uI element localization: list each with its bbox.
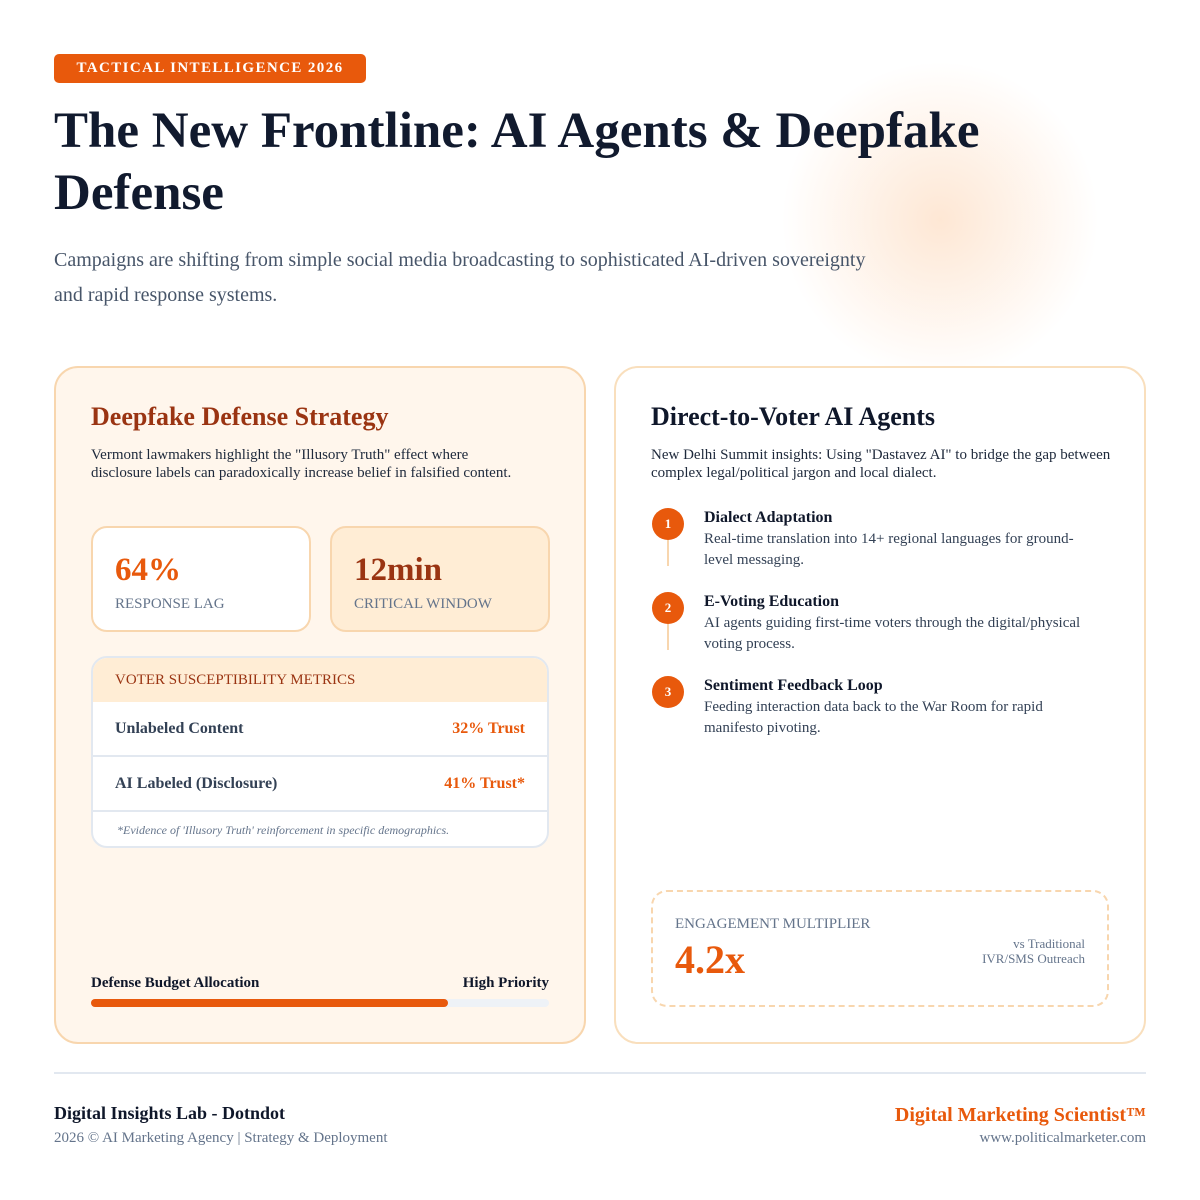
step-text: AI agents guiding first-time voters thro… (704, 615, 1081, 652)
step-text: Real-time translation into 14+ regional … (704, 531, 1074, 568)
subtitle: Campaigns are shifting from simple socia… (54, 249, 866, 306)
footer-url: www.politicalmarketer.com (979, 1130, 1146, 1146)
budget-fill (91, 999, 449, 1007)
footer-brand: Digital Marketing Scientist™ (894, 1104, 1146, 1126)
step-text: Feeding interaction data back to the War… (704, 699, 1043, 736)
stat-card: 64% RESPONSE LAG (91, 526, 311, 632)
budget-track (91, 999, 549, 1007)
stat-card: 12min CRITICAL WINDOW (330, 526, 550, 632)
step-number: 3 (652, 676, 684, 708)
card-title: Direct-to-Voter AI Agents (651, 402, 936, 431)
right-card (614, 366, 1146, 1044)
card-description: New Delhi Summit insights: Using "Dastav… (651, 447, 1111, 481)
table-row: Unlabeled Content 32% Trust (93, 702, 547, 757)
engagement-label: ENGAGEMENT MULTIPLIER (675, 916, 871, 932)
engagement-value: 4.2x (675, 937, 745, 982)
note-line: vs Traditional (1013, 936, 1085, 951)
stat-label: CRITICAL WINDOW (354, 596, 492, 612)
metrics-table: VOTER SUSCEPTIBILITY METRICS Unlabeled C… (91, 656, 549, 848)
card-description: Vermont lawmakers highlight the "Illusor… (91, 447, 512, 481)
step-number: 1 (652, 508, 684, 540)
footer-org: Digital Insights Lab - Dotndot (54, 1103, 286, 1123)
budget-status: High Priority (462, 975, 549, 991)
card-title: Deepfake Defense Strategy (91, 402, 389, 431)
step-connector (667, 540, 669, 566)
metric-name: Unlabeled Content (115, 719, 244, 737)
budget-label: Defense Budget Allocation (91, 975, 260, 991)
note-line: IVR/SMS Outreach (982, 951, 1085, 966)
step-title: E-Voting Education (704, 593, 839, 610)
engagement-note: vs Traditional IVR/SMS Outreach (982, 936, 1085, 966)
footer-divider (54, 1072, 1146, 1074)
badge: TACTICAL INTELLIGENCE 2026 (54, 54, 366, 83)
footer-copyright: 2026 © AI Marketing Agency | Strategy & … (54, 1130, 388, 1146)
stat-value: 64% (115, 552, 181, 588)
step-title: Dialect Adaptation (704, 509, 833, 526)
stat-label: RESPONSE LAG (115, 596, 225, 612)
step-number: 2 (652, 592, 684, 624)
step-title: Sentiment Feedback Loop (704, 677, 883, 694)
engagement-box: ENGAGEMENT MULTIPLIER 4.2x vs Traditiona… (651, 890, 1109, 1007)
table-row: AI Labeled (Disclosure) 41% Trust* (93, 757, 547, 812)
metric-value: 41% Trust* (444, 774, 525, 792)
page-title: The New Frontline: AI Agents & Deepfake … (54, 103, 980, 221)
table-title: VOTER SUSCEPTIBILITY METRICS (93, 658, 547, 702)
stat-value: 12min (354, 552, 443, 588)
background-glow (780, 60, 1100, 380)
metric-name: AI Labeled (Disclosure) (115, 774, 278, 792)
metric-value: 32% Trust (452, 719, 525, 737)
footnote: *Evidence of 'Illusory Truth' reinforcem… (117, 823, 450, 837)
step-connector (667, 624, 669, 650)
